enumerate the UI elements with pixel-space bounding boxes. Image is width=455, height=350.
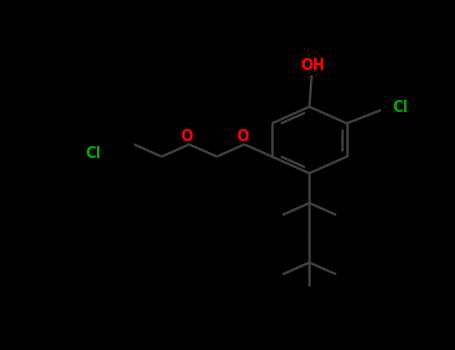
Text: O: O [236, 129, 248, 144]
Text: Cl: Cl [85, 147, 101, 161]
Text: Cl: Cl [392, 100, 408, 115]
Text: O: O [181, 129, 193, 144]
Text: OH: OH [301, 58, 325, 73]
